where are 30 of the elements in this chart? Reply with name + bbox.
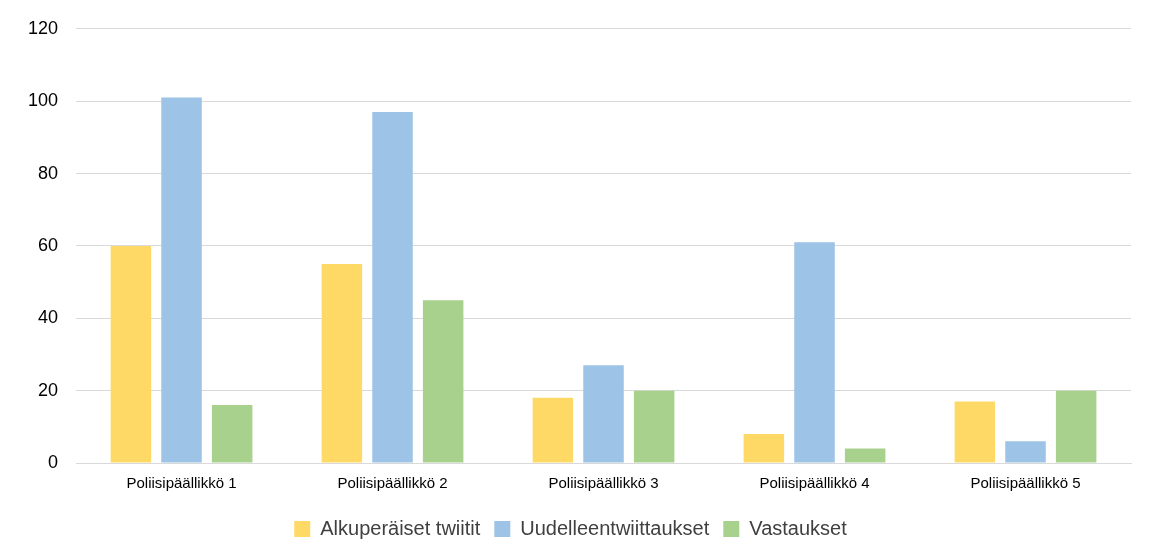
y-tick-label: 20 [38, 379, 59, 400]
bar [211, 405, 253, 463]
x-tick-label: Poliisipäällikkö 3 [548, 474, 659, 492]
bar [372, 112, 413, 463]
bar [743, 434, 785, 463]
bar [422, 300, 464, 463]
legend-label: Uudelleentwiittaukset [520, 516, 710, 539]
bar [1055, 390, 1097, 463]
bar [794, 242, 835, 463]
bar [321, 263, 363, 463]
x-tick-label: Poliisipäällikkö 2 [337, 474, 448, 492]
x-tick-label: Poliisipäällikkö 4 [759, 474, 870, 492]
x-tick-label: Poliisipäällikkö 5 [970, 474, 1081, 492]
y-tick-label: 80 [38, 162, 59, 183]
y-tick-label: 60 [38, 234, 59, 255]
y-tick-label: 0 [48, 451, 59, 472]
bar [532, 397, 574, 463]
x-tick-label: Poliisipäällikkö 1 [126, 474, 237, 492]
bar [954, 401, 996, 463]
bar [1005, 441, 1046, 463]
y-tick-label: 100 [27, 90, 59, 111]
bar [161, 97, 202, 463]
legend-label: Vastaukset [749, 516, 848, 539]
bar [583, 365, 624, 463]
legend-label: Alkuperäiset twiitit [320, 516, 481, 539]
bar [110, 245, 152, 463]
y-tick-label: 40 [38, 307, 59, 328]
y-tick-label: 120 [27, 17, 59, 38]
bar [844, 448, 886, 463]
bar [633, 390, 675, 463]
